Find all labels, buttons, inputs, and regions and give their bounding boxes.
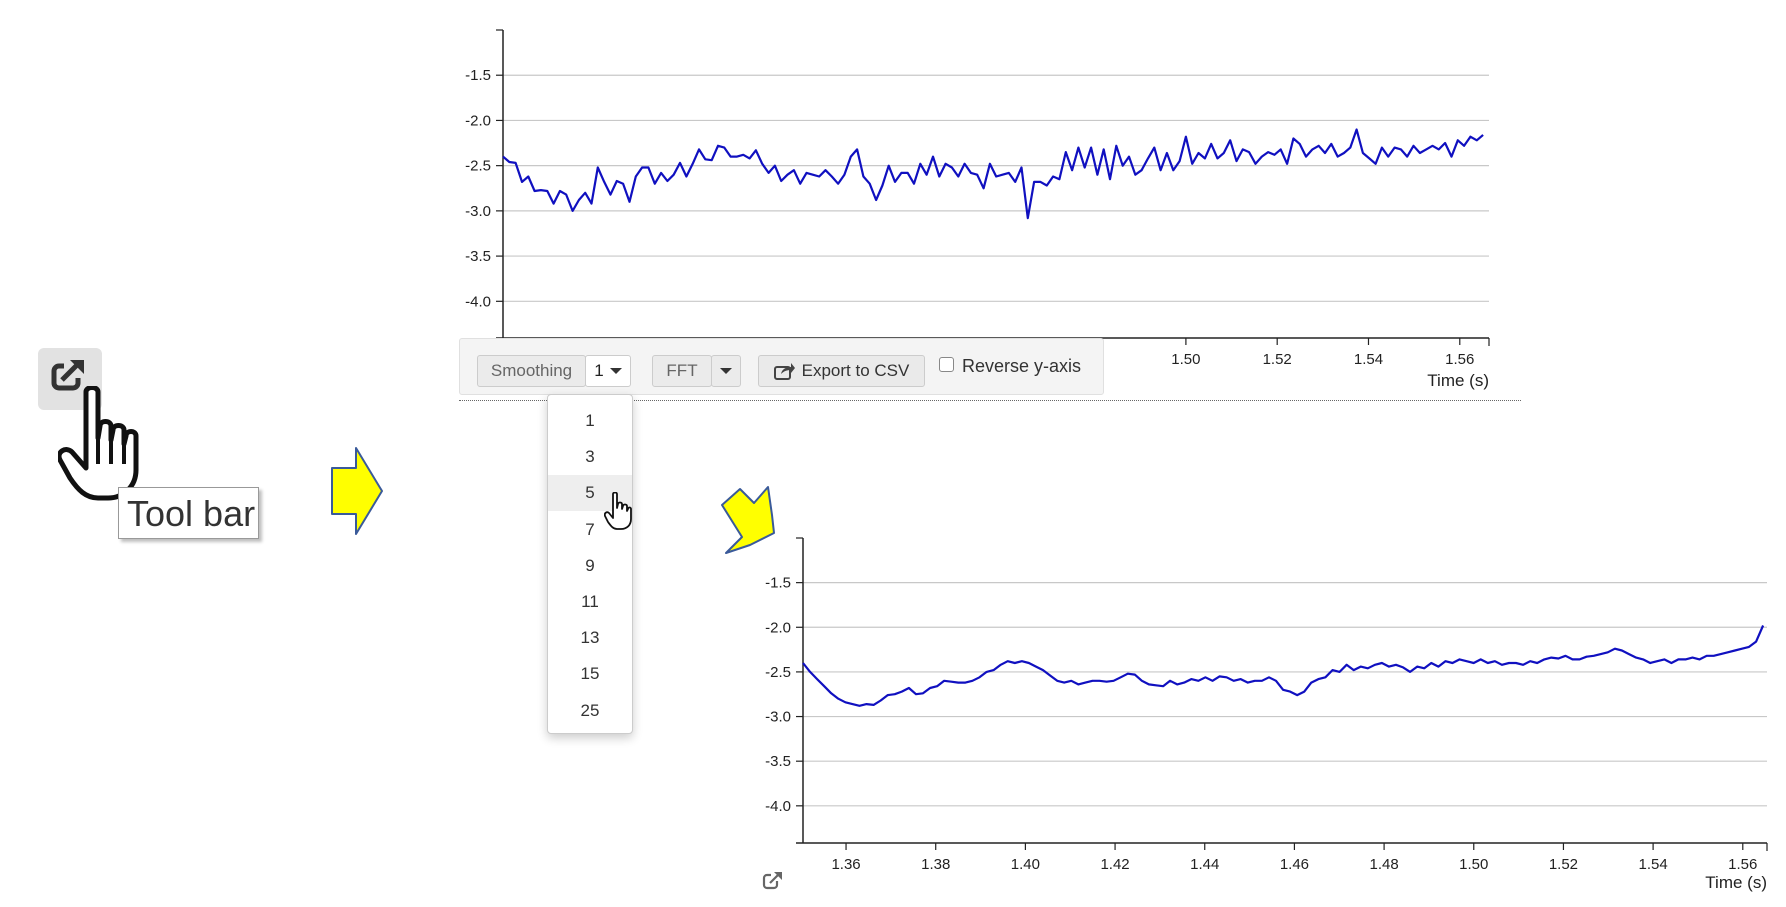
smoothing-option-25[interactable]: 25 [580, 700, 600, 720]
x-tick-label: 1.46 [1280, 856, 1309, 873]
reverse-y-axis-checkbox[interactable] [939, 357, 954, 372]
chart-toolbar: Smoothing 1 FFT Export to CSV Reverse y-… [459, 338, 1104, 395]
x-tick-label: 1.52 [1549, 856, 1578, 873]
x-tick-label: 1.40 [1011, 856, 1040, 873]
fft-label: FFT [666, 361, 698, 380]
smoothing-label-button[interactable]: Smoothing [477, 355, 586, 387]
y-tick-label: -4.0 [765, 798, 791, 815]
y-tick-label: -3.0 [465, 203, 491, 220]
x-tick-label: 1.52 [1263, 351, 1292, 368]
x-tick-label: 1.48 [1369, 856, 1398, 873]
y-tick-label: -1.5 [765, 575, 791, 592]
smoothing-option-7[interactable]: 7 [585, 519, 595, 539]
chevron-down-icon [609, 368, 622, 374]
tooltip: Tool bar [118, 487, 259, 539]
x-tick-label: 1.56 [1445, 351, 1474, 368]
smoothing-option-15[interactable]: 15 [580, 664, 600, 684]
yellow-arrow-icon [331, 447, 383, 535]
toolbar-toggle-button[interactable] [38, 348, 102, 410]
x-tick-label: 1.44 [1190, 856, 1219, 873]
smoothing-label: Smoothing [490, 361, 573, 380]
export-label: Export to CSV [801, 361, 910, 380]
y-tick-label: -3.5 [465, 248, 491, 265]
y-tick-label: -2.0 [465, 112, 491, 129]
y-tick-label: -4.0 [465, 293, 491, 310]
smoothing-option-9[interactable]: 9 [585, 555, 595, 575]
hand-pointer-icon [604, 492, 632, 530]
y-tick-label: -3.5 [765, 753, 791, 770]
smoothing-select[interactable]: 1 [585, 355, 631, 387]
y-tick-label: -3.0 [765, 709, 791, 726]
hand-pointer-icon [58, 386, 139, 501]
export-csv-button[interactable]: Export to CSV [758, 355, 925, 387]
y-tick-label: -2.0 [765, 619, 791, 636]
smoothing-dropdown-menu: 1 3 5 7 9 11 13 15 25 [547, 394, 633, 734]
x-tick-label: 1.56 [1728, 856, 1757, 873]
series-line [802, 625, 1765, 707]
fft-button[interactable]: FFT [652, 355, 712, 387]
x-tick-label: 1.54 [1354, 351, 1383, 368]
y-tick-label: -2.5 [765, 664, 791, 681]
y-tick-label: -2.5 [465, 158, 491, 175]
chevron-down-icon [720, 368, 732, 374]
share-icon [773, 363, 795, 380]
smoothing-value: 1 [594, 361, 604, 380]
x-tick-label: 1.38 [921, 856, 950, 873]
x-tick-label: 1.36 [831, 856, 860, 873]
smoothing-option-11[interactable]: 11 [581, 592, 599, 611]
external-link-icon[interactable] [762, 870, 784, 890]
fft-dropdown-button[interactable] [711, 355, 741, 387]
y-tick-label: -1.5 [465, 67, 491, 84]
external-link-icon [51, 358, 86, 391]
x-tick-label: 1.42 [1100, 856, 1129, 873]
x-tick-label: 1.50 [1459, 856, 1488, 873]
smoothing-option-1[interactable]: 1 [585, 411, 595, 430]
x-tick-label: 1.54 [1639, 856, 1668, 873]
smoothing-option-3[interactable]: 3 [585, 447, 595, 467]
series-line [502, 128, 1484, 220]
yellow-arrow-icon [721, 486, 775, 554]
reverse-y-axis-label: Reverse y-axis [962, 356, 1082, 376]
x-tick-label: 1.50 [1171, 351, 1200, 368]
smoothing-option-13[interactable]: 13 [580, 628, 600, 648]
x-axis-title: Time (s) [1427, 371, 1489, 390]
divider [459, 400, 1521, 401]
x-axis-title: Time (s) [1705, 873, 1767, 892]
